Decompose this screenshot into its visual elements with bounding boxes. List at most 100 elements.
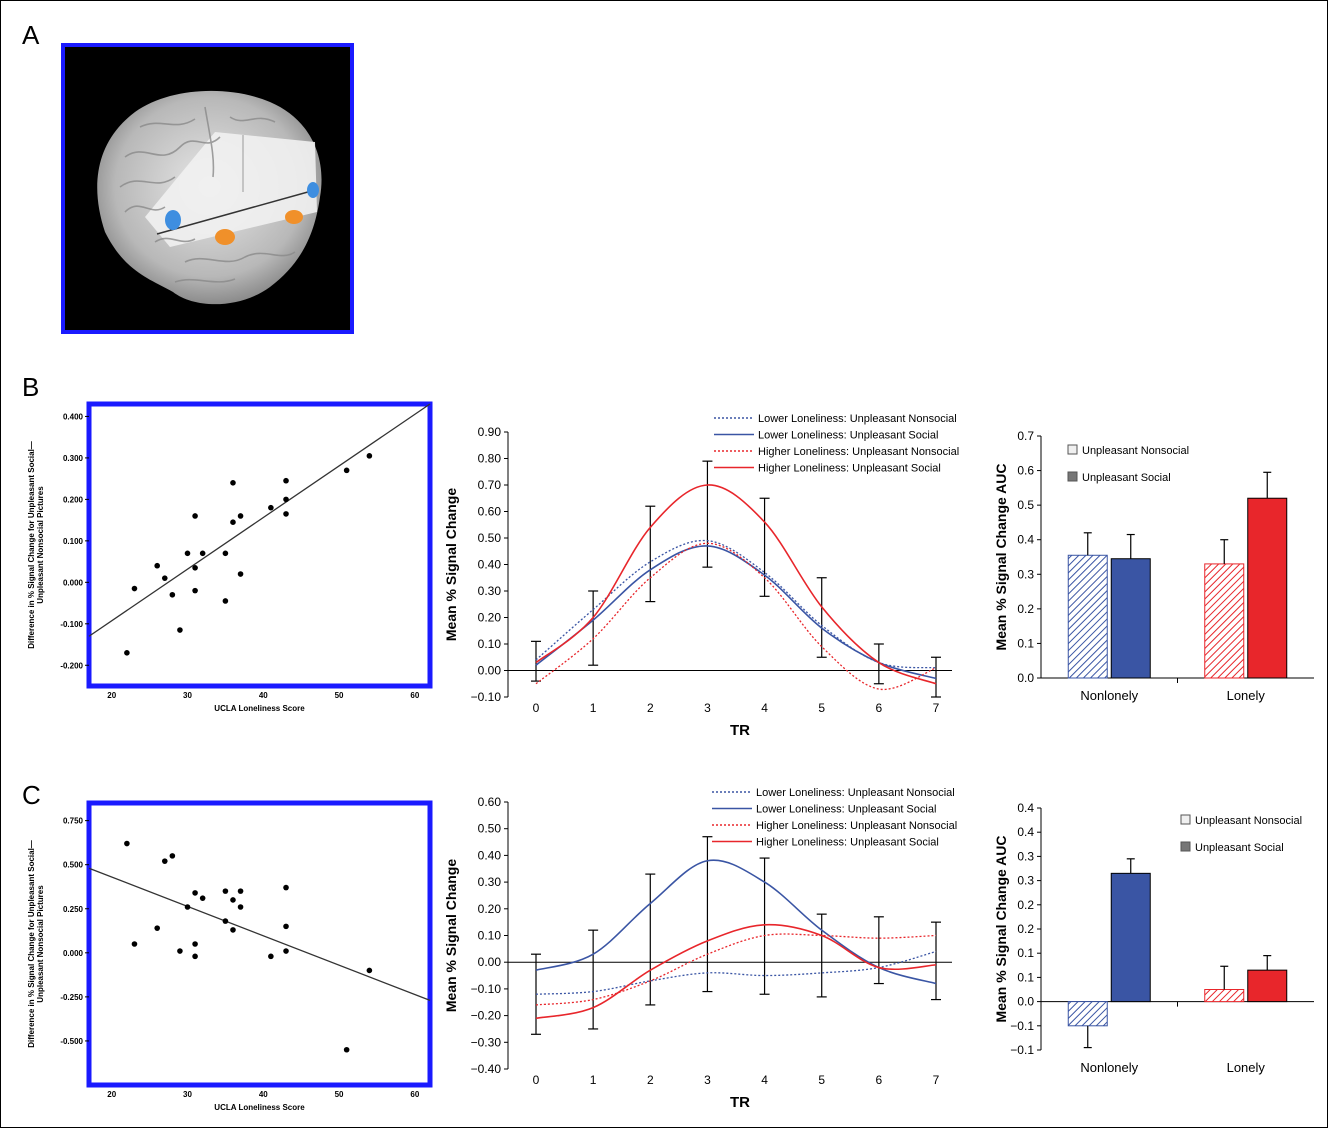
y-tick-label: 0.4	[1017, 801, 1034, 815]
x-tick-label: 0	[533, 1073, 540, 1087]
y-tick-label: 0.20	[478, 902, 502, 916]
x-tick-label: 40	[259, 691, 268, 700]
data-point	[237, 571, 244, 577]
y-tick-label: 0.90	[478, 425, 502, 439]
category-label: Nonlonely	[1080, 688, 1138, 703]
legend-label: Unpleasant Social	[1082, 472, 1171, 484]
data-point	[124, 840, 130, 847]
bar	[1204, 563, 1245, 679]
category-label: Lonely	[1227, 1060, 1266, 1075]
y-axis-label-line2: Unpleasant Nonsocial Pictures	[36, 885, 45, 1003]
data-point	[283, 477, 289, 484]
y-tick-label: 0.40	[478, 558, 502, 572]
x-tick-label: 0	[533, 701, 540, 715]
x-tick-label: 5	[818, 1073, 825, 1087]
series-line	[535, 950, 937, 995]
y-tick-label: 0.0	[1017, 995, 1034, 1009]
y-tick-label: 0.40	[478, 848, 502, 862]
data-point	[192, 890, 198, 896]
y-axis-label-line1: Difference in % Signal Change for Unplea…	[27, 840, 36, 1048]
data-point	[283, 948, 289, 954]
y-tick-label: 0.750	[63, 817, 84, 826]
x-axis-label: TR	[730, 722, 750, 739]
y-tick-label: −0.1	[1010, 1019, 1034, 1033]
y-tick-label: 0.10	[478, 929, 502, 943]
x-tick-label: 6	[876, 1073, 883, 1087]
y-tick-label: 0.400	[63, 412, 84, 421]
y-tick-label: 0.6	[1017, 464, 1034, 478]
y-axis-label: Mean % Signal Change AUC	[993, 836, 1009, 1023]
data-point	[343, 1046, 350, 1053]
data-point	[230, 897, 236, 903]
y-tick-label: 0.20	[478, 611, 502, 625]
x-tick-label: 50	[335, 1090, 344, 1099]
data-point	[237, 513, 244, 519]
y-tick-label: −0.40	[471, 1062, 502, 1076]
y-tick-label: 0.80	[478, 452, 502, 466]
y-tick-label: 0.00	[478, 955, 502, 969]
data-point	[283, 923, 289, 930]
y-tick-label: 0.7	[1017, 429, 1034, 443]
category-label: Lonely	[1227, 688, 1266, 703]
series-line	[535, 859, 937, 985]
panel-label-c: C	[22, 780, 41, 810]
x-tick-label: 6	[876, 701, 883, 715]
x-tick-label: 30	[183, 691, 192, 700]
x-tick-label: 50	[335, 691, 344, 700]
y-tick-label: 0.60	[478, 505, 502, 519]
y-tick-label: −0.10	[471, 982, 502, 996]
y-tick-label: 0.1	[1017, 946, 1034, 960]
legend-swatch	[1067, 444, 1078, 455]
y-tick-label: 0.2	[1017, 922, 1034, 936]
legend-label: Unpleasant Social	[1195, 842, 1284, 854]
data-point	[192, 941, 198, 947]
category-label: Nonlonely	[1080, 1060, 1138, 1075]
y-tick-label: 0.1	[1017, 970, 1034, 984]
panel-label-b: B	[22, 372, 40, 402]
y-tick-label: 0.50	[478, 531, 502, 545]
data-point	[192, 513, 198, 519]
data-point	[169, 591, 176, 598]
legend-label: Lower Loneliness: Unpleasant Social	[756, 804, 936, 816]
x-tick-label: 7	[933, 701, 940, 715]
brain-render	[97, 90, 322, 305]
x-tick-label: 60	[410, 1090, 419, 1099]
y-axis-label: Mean % Signal Change	[443, 488, 459, 641]
brain-image	[61, 43, 354, 334]
y-axis-label-line2: Unpleasant Nonsocial Pictures	[36, 486, 45, 604]
legend-label: Higher Loneliness: Unpleasant Social	[756, 837, 939, 849]
y-tick-label: -0.200	[60, 661, 83, 670]
data-point	[124, 650, 130, 656]
data-point	[177, 627, 183, 633]
data-point	[184, 550, 191, 557]
data-point	[283, 496, 289, 503]
x-tick-label: 2	[647, 1073, 654, 1087]
legend-swatch	[1180, 841, 1191, 852]
series-line	[535, 923, 937, 1020]
regression-line	[88, 403, 431, 637]
legend-label: Lower Loneliness: Unpleasant Nonsocial	[756, 787, 955, 799]
y-tick-label: -0.500	[60, 1037, 83, 1046]
x-tick-label: 1	[590, 1073, 597, 1087]
x-tick-label: 7	[933, 1073, 940, 1087]
y-tick-label: 0.500	[63, 861, 84, 870]
x-tick-label: 5	[818, 701, 825, 715]
data-point	[283, 884, 289, 891]
legend-label: Unpleasant Nonsocial	[1195, 815, 1302, 827]
y-tick-label: 0.4	[1017, 825, 1034, 839]
y-tick-label: 0.50	[478, 822, 502, 836]
y-tick-label: 0.200	[63, 495, 84, 504]
legend-label: Higher Loneliness: Unpleasant Nonsocial	[756, 820, 957, 832]
y-tick-label: 0.3	[1017, 567, 1034, 581]
bar	[1110, 872, 1151, 1003]
data-point	[131, 585, 138, 592]
y-tick-label: -0.100	[60, 620, 83, 629]
regression-line	[88, 867, 431, 1002]
data-point	[230, 479, 236, 486]
data-point	[237, 904, 244, 910]
data-point	[268, 953, 274, 960]
data-point	[177, 948, 183, 954]
